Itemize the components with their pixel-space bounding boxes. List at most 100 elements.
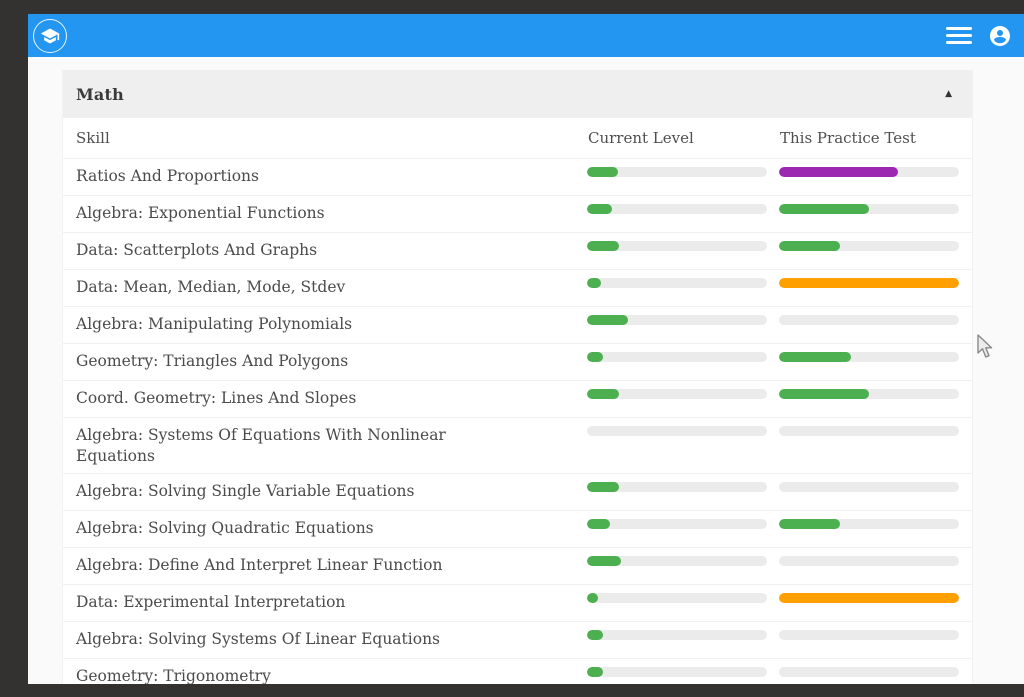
column-header-practice-test: This Practice Test <box>780 129 916 147</box>
table-column-headers: Skill Current Level This Practice Test <box>63 118 972 159</box>
current-level-bar <box>587 426 767 436</box>
current-level-cell <box>587 418 779 473</box>
current-level-cell <box>587 233 779 269</box>
practice-test-bar <box>779 482 959 492</box>
table-row: Coord. Geometry: Lines And Slopes <box>63 381 972 418</box>
practice-test-bar <box>779 315 959 325</box>
practice-test-cell <box>779 233 972 269</box>
practice-test-cell <box>779 511 972 547</box>
table-row: Data: Scatterplots And Graphs <box>63 233 972 270</box>
practice-test-cell <box>779 159 972 195</box>
practice-test-bar <box>779 204 959 214</box>
current-level-cell <box>587 548 779 584</box>
current-level-cell <box>587 307 779 343</box>
current-level-bar <box>587 241 767 251</box>
practice-test-cell <box>779 196 972 232</box>
current-level-bar <box>587 204 767 214</box>
practice-test-bar <box>779 241 959 251</box>
caret-up-icon[interactable]: ▲ <box>945 88 952 99</box>
current-level-cell <box>587 381 779 417</box>
skill-name: Algebra: Solving Single Variable Equatio… <box>76 482 415 500</box>
practice-test-cell <box>779 270 972 306</box>
table-row: Algebra: Solving Quadratic Equations <box>63 511 972 548</box>
practice-test-bar <box>779 667 959 677</box>
current-level-bar <box>587 667 767 677</box>
practice-test-bar <box>779 426 959 436</box>
skill-name: Algebra: Exponential Functions <box>76 204 325 222</box>
current-level-bar <box>587 482 767 492</box>
current-level-bar <box>587 352 767 362</box>
section-header-math[interactable]: Math ▲ <box>63 70 972 118</box>
current-level-bar <box>587 519 767 529</box>
skill-name: Data: Scatterplots And Graphs <box>76 241 318 259</box>
skill-name: Geometry: Trigonometry <box>76 667 271 684</box>
practice-test-bar <box>779 167 959 177</box>
skill-name: Coord. Geometry: Lines And Slopes <box>76 389 357 407</box>
practice-test-cell <box>779 381 972 417</box>
practice-test-cell <box>779 474 972 510</box>
table-row: Ratios And Proportions <box>63 159 972 196</box>
current-level-cell <box>587 159 779 195</box>
table-row: Data: Experimental Interpretation <box>63 585 972 622</box>
content-area: Math ▲ Skill Current Level This Practice… <box>28 57 1024 684</box>
current-level-bar <box>587 315 767 325</box>
skill-name: Algebra: Systems Of Equations With Nonli… <box>76 426 446 465</box>
math-skills-panel: Math ▲ Skill Current Level This Practice… <box>62 70 973 684</box>
practice-test-cell <box>779 585 972 621</box>
table-row: Data: Mean, Median, Mode, Stdev <box>63 270 972 307</box>
section-title: Math <box>76 84 124 104</box>
column-header-current-level: Current Level <box>588 129 694 147</box>
practice-test-bar <box>779 630 959 640</box>
current-level-cell <box>587 196 779 232</box>
current-level-bar <box>587 593 767 603</box>
skill-name: Geometry: Triangles And Polygons <box>76 352 349 370</box>
skill-name: Algebra: Solving Quadratic Equations <box>76 519 374 537</box>
appbar-actions <box>946 24 1012 48</box>
skill-name: Data: Experimental Interpretation <box>76 593 346 611</box>
current-level-cell <box>587 344 779 380</box>
table-row: Algebra: Exponential Functions <box>63 196 972 233</box>
practice-test-bar <box>779 593 959 603</box>
current-level-bar <box>587 389 767 399</box>
current-level-bar <box>587 630 767 640</box>
current-level-bar <box>587 278 767 288</box>
practice-test-cell <box>779 307 972 343</box>
app-header <box>28 14 1024 57</box>
graduation-cap-icon <box>40 28 60 43</box>
hamburger-menu-icon[interactable] <box>946 27 972 44</box>
practice-test-cell <box>779 622 972 658</box>
current-level-cell <box>587 270 779 306</box>
table-row: Geometry: Trigonometry <box>63 659 972 684</box>
skill-name: Algebra: Define And Interpret Linear Fun… <box>76 556 443 574</box>
table-row: Algebra: Manipulating Polynomials <box>63 307 972 344</box>
app-logo-button[interactable] <box>33 18 67 53</box>
table-row: Algebra: Solving Single Variable Equatio… <box>63 474 972 511</box>
app-window: Math ▲ Skill Current Level This Practice… <box>28 14 1024 684</box>
table-row: Algebra: Define And Interpret Linear Fun… <box>63 548 972 585</box>
current-level-bar <box>587 556 767 566</box>
current-level-bar <box>587 167 767 177</box>
account-circle-icon[interactable] <box>988 24 1012 48</box>
current-level-cell <box>587 585 779 621</box>
skills-table-body: Ratios And Proportions Algebra: Exponent… <box>63 159 972 684</box>
current-level-cell <box>587 622 779 658</box>
skill-name: Ratios And Proportions <box>76 167 259 185</box>
practice-test-bar <box>779 556 959 566</box>
table-row: Algebra: Systems Of Equations With Nonli… <box>63 418 972 474</box>
practice-test-bar <box>779 278 959 288</box>
practice-test-cell <box>779 659 972 684</box>
table-row: Algebra: Solving Systems Of Linear Equat… <box>63 622 972 659</box>
practice-test-cell <box>779 344 972 380</box>
practice-test-bar <box>779 389 959 399</box>
current-level-cell <box>587 511 779 547</box>
practice-test-bar <box>779 519 959 529</box>
practice-test-cell <box>779 418 972 473</box>
practice-test-bar <box>779 352 959 362</box>
practice-test-cell <box>779 548 972 584</box>
skill-name: Algebra: Solving Systems Of Linear Equat… <box>76 630 441 648</box>
table-row: Geometry: Triangles And Polygons <box>63 344 972 381</box>
skill-name: Data: Mean, Median, Mode, Stdev <box>76 278 346 296</box>
skill-name: Algebra: Manipulating Polynomials <box>76 315 353 333</box>
current-level-cell <box>587 474 779 510</box>
